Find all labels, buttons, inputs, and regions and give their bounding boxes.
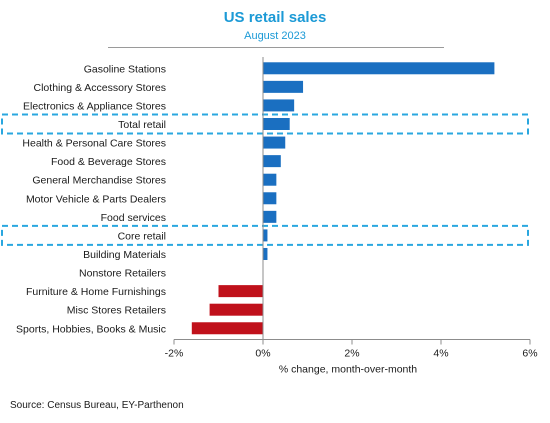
highlight-box bbox=[1, 113, 529, 135]
source-note: Source: Census Bureau, EY-Parthenon bbox=[10, 400, 184, 411]
x-axis-label: % change, month-over-month bbox=[279, 364, 417, 376]
x-tick-label: 2% bbox=[344, 348, 359, 360]
category-label: Misc Stores Retailers bbox=[67, 305, 166, 317]
x-tick-label: 4% bbox=[433, 348, 448, 360]
bar bbox=[263, 80, 304, 93]
category-label: Electronics & Appliance Stores bbox=[23, 100, 166, 112]
highlight-box bbox=[1, 224, 529, 246]
x-tick-label: -2% bbox=[165, 348, 184, 360]
category-label: General Merchandise Stores bbox=[32, 175, 166, 187]
bar bbox=[191, 322, 263, 335]
chart-title: US retail sales bbox=[223, 9, 327, 26]
bar-chart: Gasoline Stations Clothing & Accessory St… bbox=[1, 57, 538, 376]
x-tick-label: 0% bbox=[255, 348, 270, 360]
category-label: Gasoline Stations bbox=[84, 63, 166, 75]
bar bbox=[263, 192, 277, 205]
bar bbox=[263, 155, 281, 168]
category-label: Motor Vehicle & Parts Dealers bbox=[26, 193, 166, 205]
bar bbox=[263, 99, 295, 112]
bar bbox=[263, 210, 277, 223]
category-label: Food services bbox=[101, 212, 166, 224]
bar bbox=[209, 303, 263, 316]
category-label: Furniture & Home Furnishings bbox=[26, 286, 166, 298]
category-label: Sports, Hobbies, Books & Music bbox=[16, 323, 166, 335]
bar bbox=[263, 117, 290, 130]
bar bbox=[263, 247, 268, 260]
bar bbox=[218, 285, 263, 298]
bar bbox=[263, 229, 268, 242]
bar bbox=[263, 136, 286, 149]
bar bbox=[263, 173, 277, 186]
category-label: Health & Personal Care Stores bbox=[22, 138, 166, 150]
title-divider bbox=[108, 47, 444, 48]
category-label: Core retail bbox=[118, 230, 166, 242]
category-label: Clothing & Accessory Stores bbox=[34, 82, 166, 94]
x-tick-label: 6% bbox=[522, 348, 537, 360]
category-label: Nonstore Retailers bbox=[79, 268, 166, 280]
chart-subtitle: August 2023 bbox=[244, 30, 306, 42]
category-label: Building Materials bbox=[83, 249, 166, 261]
category-label: Total retail bbox=[118, 119, 166, 131]
category-label: Food & Beverage Stores bbox=[51, 156, 166, 168]
bar bbox=[263, 62, 495, 75]
